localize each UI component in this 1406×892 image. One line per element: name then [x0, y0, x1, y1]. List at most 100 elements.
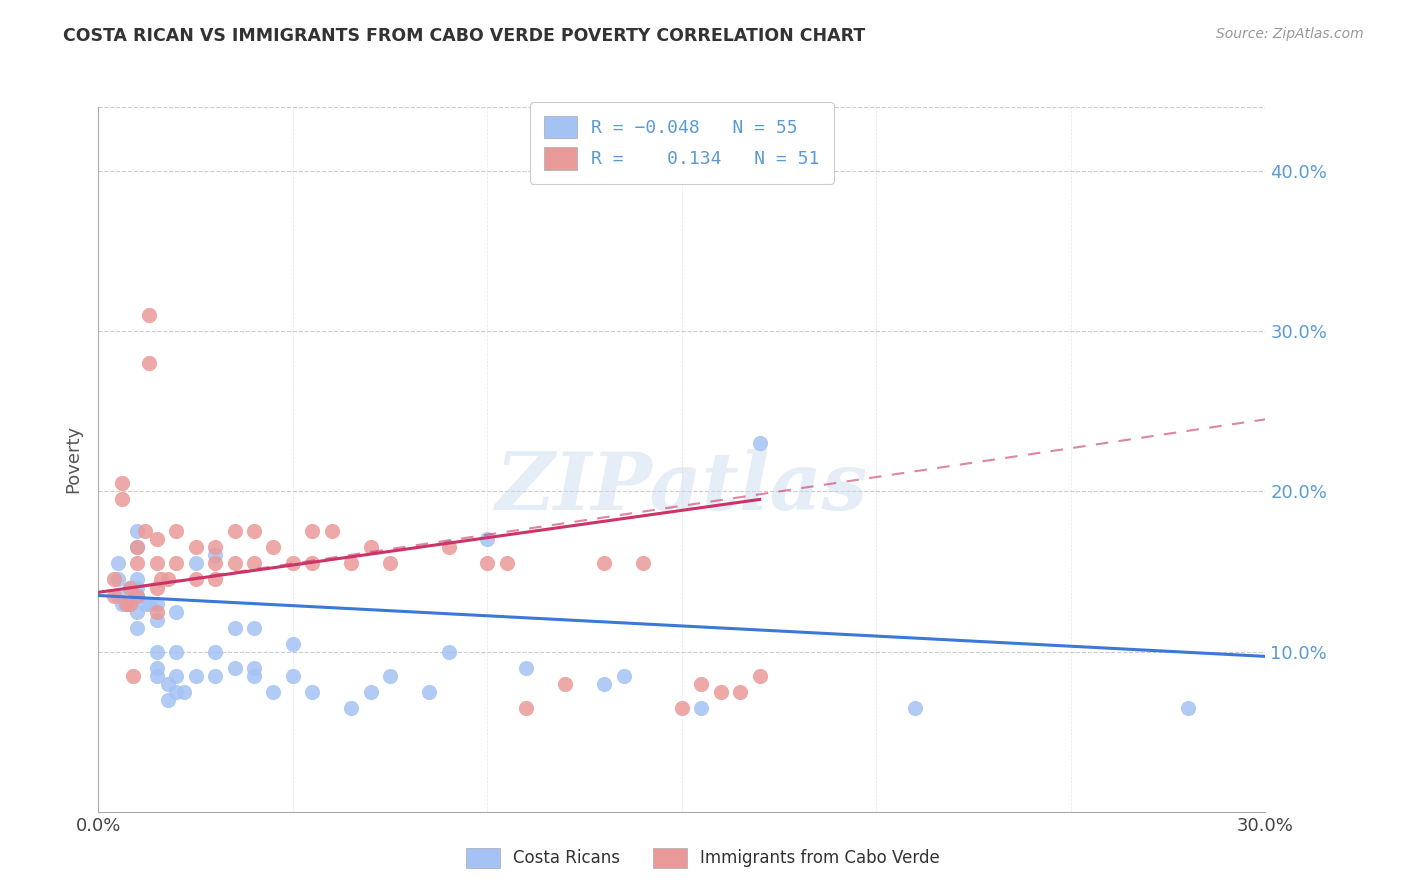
Point: [301, 684, 323, 698]
Point: [477, 533, 499, 547]
Point: [165, 644, 187, 658]
Point: [107, 589, 129, 603]
Point: [146, 613, 169, 627]
Point: [127, 557, 149, 571]
Point: [730, 684, 752, 698]
Point: [127, 524, 149, 539]
Point: [204, 644, 226, 658]
Point: [204, 541, 226, 555]
Point: [554, 676, 576, 690]
Point: [243, 524, 266, 539]
Y-axis label: Poverty: Poverty: [65, 425, 83, 493]
Point: [904, 700, 927, 714]
Point: [418, 684, 440, 698]
Point: [114, 597, 136, 611]
Point: [127, 573, 149, 587]
Point: [671, 700, 693, 714]
Point: [173, 684, 195, 698]
Point: [224, 557, 246, 571]
Point: [360, 541, 382, 555]
Point: [146, 668, 169, 682]
Point: [165, 605, 187, 619]
Point: [1177, 700, 1199, 714]
Point: [437, 541, 460, 555]
Point: [380, 557, 402, 571]
Point: [184, 557, 207, 571]
Point: [281, 668, 304, 682]
Point: [138, 597, 160, 611]
Point: [243, 668, 266, 682]
Point: [146, 644, 169, 658]
Point: [146, 533, 169, 547]
Text: Source: ZipAtlas.com: Source: ZipAtlas.com: [1216, 27, 1364, 41]
Point: [184, 573, 207, 587]
Text: COSTA RICAN VS IMMIGRANTS FROM CABO VERDE POVERTY CORRELATION CHART: COSTA RICAN VS IMMIGRANTS FROM CABO VERD…: [63, 27, 866, 45]
Point: [146, 557, 169, 571]
Point: [515, 660, 537, 674]
Point: [204, 549, 226, 563]
Legend: Costa Ricans, Immigrants from Cabo Verde: Costa Ricans, Immigrants from Cabo Verde: [460, 841, 946, 875]
Point: [127, 541, 149, 555]
Point: [111, 476, 134, 491]
Point: [146, 581, 169, 595]
Point: [301, 524, 323, 539]
Point: [127, 605, 149, 619]
Point: [149, 573, 172, 587]
Point: [107, 557, 129, 571]
Point: [138, 356, 160, 370]
Point: [127, 581, 149, 595]
Point: [243, 660, 266, 674]
Point: [122, 668, 145, 682]
Point: [224, 621, 246, 635]
Point: [165, 524, 187, 539]
Point: [114, 597, 136, 611]
Point: [118, 581, 141, 595]
Point: [165, 668, 187, 682]
Point: [204, 557, 226, 571]
Point: [496, 557, 519, 571]
Point: [157, 692, 180, 706]
Point: [103, 573, 125, 587]
Point: [224, 524, 246, 539]
Point: [165, 684, 187, 698]
Point: [690, 676, 713, 690]
Point: [262, 684, 284, 698]
Point: [107, 573, 129, 587]
Point: [127, 589, 149, 603]
Point: [690, 700, 713, 714]
Point: [127, 541, 149, 555]
Point: [224, 660, 246, 674]
Point: [204, 668, 226, 682]
Point: [631, 557, 654, 571]
Point: [204, 573, 226, 587]
Point: [340, 557, 363, 571]
Point: [301, 557, 323, 571]
Point: [515, 700, 537, 714]
Point: [477, 557, 499, 571]
Point: [157, 573, 180, 587]
Point: [103, 589, 125, 603]
Text: ZIPatlas: ZIPatlas: [496, 449, 868, 526]
Point: [157, 676, 180, 690]
Point: [184, 541, 207, 555]
Point: [118, 581, 141, 595]
Point: [134, 524, 156, 539]
Point: [380, 668, 402, 682]
Point: [111, 492, 134, 507]
Point: [165, 557, 187, 571]
Point: [593, 676, 616, 690]
Legend: R = −0.048   N = 55, R =    0.134   N = 51: R = −0.048 N = 55, R = 0.134 N = 51: [530, 102, 834, 184]
Point: [613, 668, 636, 682]
Point: [184, 668, 207, 682]
Point: [340, 700, 363, 714]
Point: [111, 597, 134, 611]
Point: [146, 660, 169, 674]
Point: [281, 557, 304, 571]
Point: [138, 308, 160, 322]
Point: [748, 436, 770, 450]
Point: [748, 668, 770, 682]
Point: [243, 621, 266, 635]
Point: [134, 597, 156, 611]
Point: [146, 605, 169, 619]
Point: [710, 684, 733, 698]
